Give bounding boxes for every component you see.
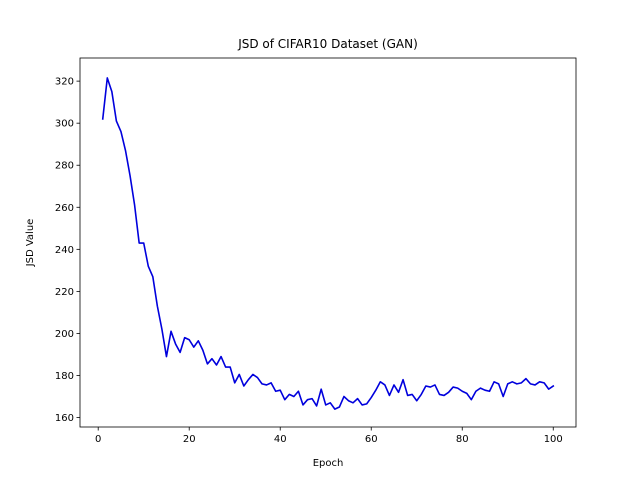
chart-title: JSD of CIFAR10 Dataset (GAN) — [237, 37, 418, 51]
y-tick-label: 220 — [55, 287, 74, 298]
series-layer — [101, 77, 555, 410]
y-tick-label: 320 — [55, 77, 74, 88]
series-line — [101, 77, 555, 410]
plot-frame — [79, 57, 577, 428]
y-tick-label: 280 — [55, 161, 74, 172]
plot-area — [80, 58, 576, 427]
x-tick-label: 0 — [95, 434, 101, 445]
y-tick-label: 300 — [55, 119, 74, 130]
y-tick-label: 200 — [55, 329, 74, 340]
x-axis-label: Epoch — [313, 458, 344, 469]
x-tick-label: 60 — [365, 434, 378, 445]
x-tick-label: 100 — [544, 434, 563, 445]
y-tick-label: 260 — [55, 203, 74, 214]
x-tick-label: 20 — [183, 434, 196, 445]
x-tick-label: 80 — [456, 434, 469, 445]
y-tick-label: 160 — [55, 413, 74, 424]
y-tick-label: 180 — [55, 371, 74, 382]
y-tick-label: 240 — [55, 245, 74, 256]
x-tick-label: 40 — [274, 434, 287, 445]
y-axis-label: JSD Value — [25, 219, 36, 268]
x-axis-ticks: 0 20 40 60 80 100 — [95, 427, 563, 445]
y-axis-ticks: 160 180 200 220 240 260 280 300 320 — [55, 77, 80, 424]
